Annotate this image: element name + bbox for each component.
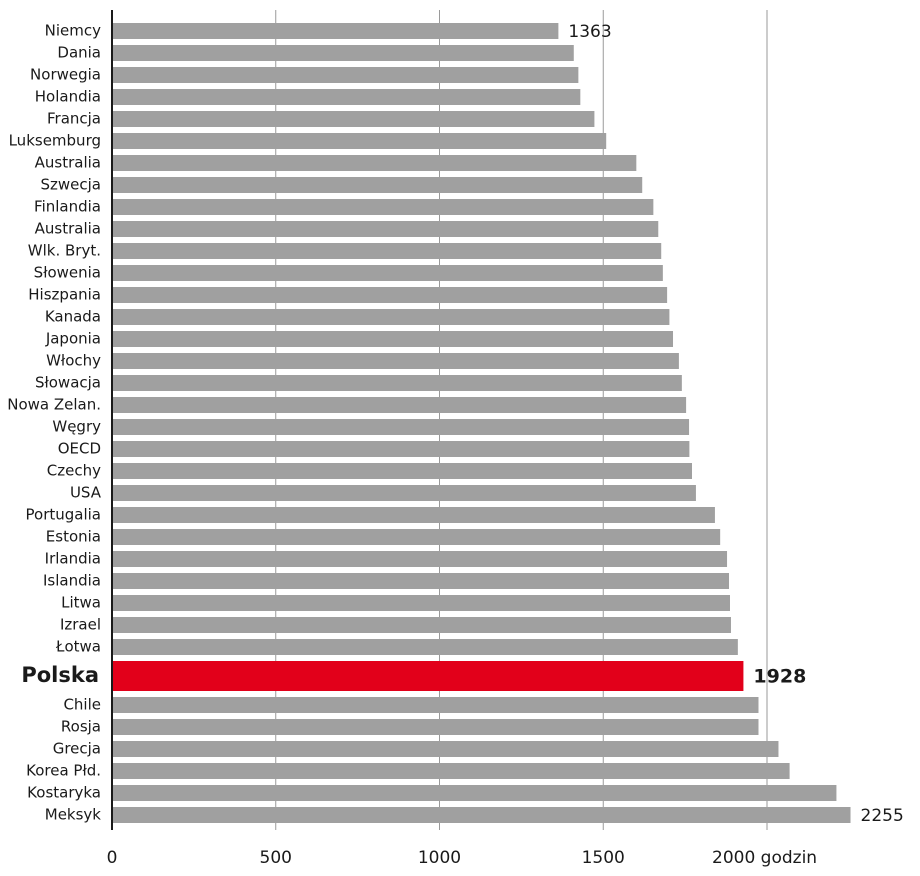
bar xyxy=(112,719,759,735)
bar xyxy=(112,697,759,713)
y-tick-label: Chile xyxy=(63,696,101,714)
y-tick-label: Węgry xyxy=(52,418,101,436)
bar xyxy=(112,155,637,171)
y-tick-label: Australia xyxy=(35,154,101,172)
bar xyxy=(112,177,643,193)
bar xyxy=(112,309,670,325)
bar xyxy=(112,23,559,39)
bar xyxy=(112,89,581,105)
bar xyxy=(112,529,721,545)
x-tick-label: 1500 xyxy=(582,848,625,868)
bar xyxy=(112,485,696,501)
y-tick-label: Islandia xyxy=(43,572,101,590)
y-tick-label: Luksemburg xyxy=(9,132,101,150)
y-tick-label: Rosja xyxy=(61,718,101,736)
bar xyxy=(112,221,659,237)
y-tick-label: Słowacja xyxy=(35,374,101,392)
value-label: 1928 xyxy=(753,666,806,688)
bar xyxy=(112,353,679,369)
y-tick-label: Słowenia xyxy=(34,264,101,282)
value-label: 2255 xyxy=(861,806,904,826)
y-tick-label: Irlandia xyxy=(45,550,101,568)
y-tick-label: Kostaryka xyxy=(27,784,101,802)
y-tick-label: Grecja xyxy=(53,740,101,758)
bar xyxy=(112,763,790,779)
y-tick-label: Izrael xyxy=(60,616,101,634)
bar xyxy=(112,573,730,589)
bar xyxy=(112,639,738,655)
y-tick-label: Nowa Zelan. xyxy=(7,396,101,414)
y-tick-label: Norwegia xyxy=(30,66,101,84)
y-tick-label: Estonia xyxy=(46,528,101,546)
y-tick-label: Holandia xyxy=(35,88,101,106)
y-tick-label: Francja xyxy=(47,110,101,128)
y-tick-label: Finlandia xyxy=(34,198,101,216)
bar xyxy=(112,265,663,281)
bar xyxy=(112,45,574,61)
bar xyxy=(112,807,851,823)
y-tick-label: Łotwa xyxy=(55,638,101,656)
bar xyxy=(112,551,728,567)
bar xyxy=(112,375,682,391)
bar xyxy=(112,397,687,413)
bar xyxy=(112,133,607,149)
y-tick-label: Meksyk xyxy=(45,806,102,824)
y-tick-label: USA xyxy=(70,484,102,502)
y-tick-label: Litwa xyxy=(61,594,101,612)
y-tick-label: Niemcy xyxy=(45,22,101,40)
bar xyxy=(112,741,779,757)
value-label: 1363 xyxy=(568,22,611,42)
bar xyxy=(112,111,595,127)
bar xyxy=(112,507,715,523)
bar xyxy=(112,463,693,479)
x-tick-label: 0 xyxy=(107,848,118,868)
y-tick-label: Korea Płd. xyxy=(26,762,101,780)
bar xyxy=(112,287,668,303)
y-tick-label: Kanada xyxy=(45,308,101,326)
y-tick-label: Hiszpania xyxy=(28,286,101,304)
x-tick-label: 500 xyxy=(260,848,292,868)
bar xyxy=(112,441,690,457)
y-tick-label: Wlk. Bryt. xyxy=(28,242,101,260)
x-tick-label: 1000 xyxy=(418,848,461,868)
x-tick-label: 2000 godzin xyxy=(712,848,817,868)
y-tick-label: Dania xyxy=(57,44,101,62)
y-tick-label: Czechy xyxy=(47,462,101,480)
y-tick-label: Polska xyxy=(21,663,99,687)
bar xyxy=(112,661,744,691)
y-tick-label: Portugalia xyxy=(26,506,101,524)
bar xyxy=(112,617,731,633)
y-tick-label: Szwecja xyxy=(41,176,102,194)
y-tick-label: Japonia xyxy=(45,330,101,348)
y-tick-label: Włochy xyxy=(46,352,101,370)
y-tick-label: Australia xyxy=(35,220,101,238)
bar xyxy=(112,199,654,215)
bar xyxy=(112,243,662,259)
bar xyxy=(112,67,579,83)
bar xyxy=(112,785,837,801)
bar xyxy=(112,419,690,435)
y-tick-label: OECD xyxy=(58,440,101,458)
bar xyxy=(112,595,730,611)
bar xyxy=(112,331,674,347)
